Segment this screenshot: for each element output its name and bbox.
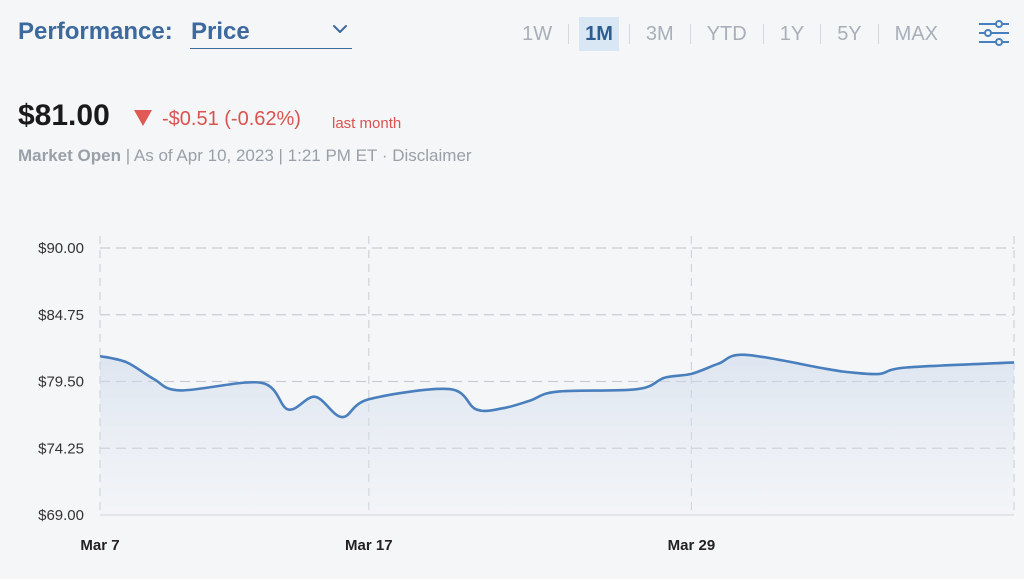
range-button-max[interactable]: MAX bbox=[894, 23, 938, 45]
y-tick-label: $84.75 bbox=[38, 307, 84, 324]
performance-label: Performance: bbox=[18, 18, 173, 45]
data-point bbox=[879, 373, 880, 374]
y-tick-label: $74.25 bbox=[38, 440, 84, 457]
data-point bbox=[637, 389, 638, 390]
y-tick-label: $90.00 bbox=[38, 240, 84, 257]
data-point bbox=[852, 372, 853, 373]
data-point bbox=[906, 367, 907, 368]
data-point bbox=[449, 389, 450, 390]
data-point bbox=[288, 409, 289, 410]
range-button-1w[interactable]: 1W bbox=[522, 23, 553, 45]
y-tick-label: $69.00 bbox=[38, 507, 84, 524]
range-button-5y[interactable]: 5Y bbox=[837, 23, 862, 45]
range-separator bbox=[762, 24, 764, 44]
range-button-1m[interactable]: 1M bbox=[579, 17, 619, 51]
data-point bbox=[664, 377, 665, 378]
data-point bbox=[100, 356, 101, 357]
price-chart: $90.00 $84.75 $79.50 $74.25 $69.00 Mar 7 Mar … bbox=[38, 236, 1015, 554]
data-point bbox=[503, 408, 504, 409]
header: Performance: Price 1W 1M 3M YTD 1Y 5Y MAX bbox=[0, 0, 1024, 66]
data-point bbox=[557, 391, 558, 392]
data-point bbox=[261, 382, 262, 383]
data-point bbox=[341, 417, 342, 418]
metric-dropdown[interactable]: Price bbox=[190, 14, 352, 49]
range-separator bbox=[568, 24, 570, 44]
data-point bbox=[825, 368, 826, 369]
down-triangle-icon bbox=[134, 110, 152, 126]
change-period: last month bbox=[332, 115, 402, 132]
range-button-1y[interactable]: 1Y bbox=[779, 23, 805, 45]
data-point bbox=[180, 390, 181, 391]
chevron-down-icon bbox=[333, 25, 347, 33]
range-selector: 1W 1M 3M YTD 1Y 5Y MAX bbox=[506, 16, 954, 52]
range-separator bbox=[877, 24, 879, 44]
data-point bbox=[530, 400, 531, 401]
range-separator bbox=[689, 24, 691, 44]
range-button-3m[interactable]: 3M bbox=[645, 23, 674, 45]
data-point bbox=[153, 379, 154, 380]
price-change: -$0.51 (-0.62%) bbox=[162, 108, 301, 130]
market-status-line: Market Open | As of Apr 10, 2023 | 1:21 … bbox=[18, 146, 472, 166]
disclaimer-link[interactable]: Disclaimer bbox=[392, 146, 472, 165]
data-point bbox=[315, 396, 316, 397]
data-point bbox=[718, 363, 719, 364]
x-tick-label: Mar 29 bbox=[668, 537, 716, 554]
range-button-ytd[interactable]: YTD bbox=[706, 23, 747, 45]
data-point bbox=[1014, 362, 1015, 363]
series-line bbox=[99, 353, 1015, 419]
metric-dropdown-value: Price bbox=[191, 18, 250, 45]
range-separator bbox=[820, 24, 822, 44]
x-tick-label: Mar 7 bbox=[80, 537, 119, 554]
as-of-text: | As of Apr 10, 2023 | 1:21 PM ET · bbox=[120, 146, 393, 165]
current-price: $81.00 bbox=[18, 99, 110, 132]
data-point bbox=[368, 399, 369, 400]
market-status: Market Open bbox=[18, 146, 121, 165]
data-point bbox=[476, 409, 477, 410]
data-point bbox=[745, 354, 746, 355]
sliders-icon[interactable] bbox=[978, 19, 1010, 47]
data-point bbox=[691, 373, 692, 374]
x-tick-label: Mar 17 bbox=[345, 537, 393, 554]
data-point bbox=[126, 362, 127, 363]
y-tick-label: $79.50 bbox=[38, 374, 84, 391]
range-separator bbox=[628, 24, 630, 44]
series-area-fill bbox=[100, 354, 1014, 515]
